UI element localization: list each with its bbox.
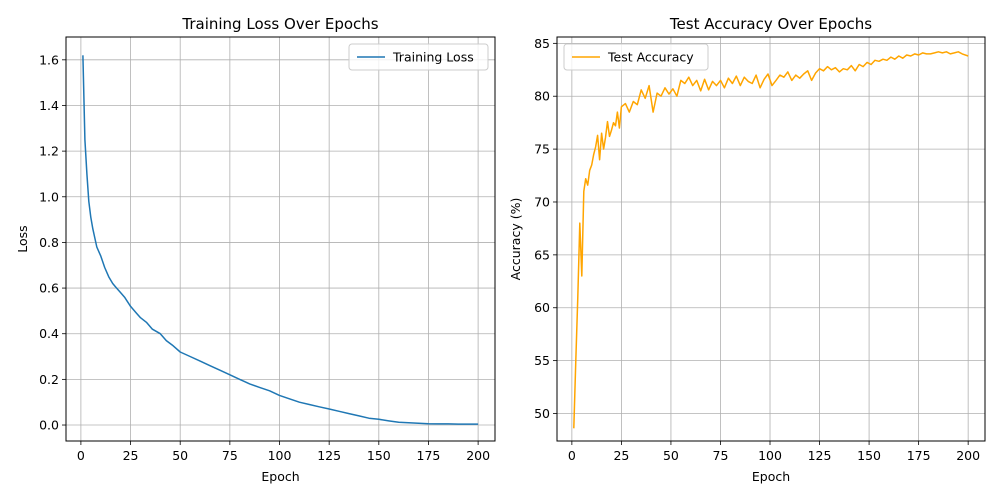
loss-y-tick-label: 1.6: [39, 52, 59, 67]
loss-y-tick-label: 1.0: [39, 189, 59, 204]
loss-y-tick-label: 0.2: [39, 372, 59, 387]
loss-x-tick-label: 100: [268, 448, 292, 463]
loss-x-tick-label: 125: [317, 448, 341, 463]
acc-legend-label: Test Accuracy: [607, 50, 694, 65]
loss-legend-box: [348, 43, 489, 71]
loss-y-tick-label: 1.4: [39, 98, 59, 113]
acc-y-tick-label: 60: [534, 300, 550, 315]
acc-y-tick-label: 75: [534, 142, 550, 157]
acc-x-tick-label: 125: [808, 448, 832, 463]
acc-x-axis-label: Epoch: [752, 469, 790, 484]
loss-y-tick-label: 1.2: [39, 144, 59, 159]
acc-x-tick-label: 50: [663, 448, 679, 463]
acc-y-tick-label: 85: [534, 36, 550, 51]
loss-y-axis-label: Loss: [15, 225, 30, 252]
loss-x-tick-label: 75: [222, 448, 238, 463]
acc-series-line: [573, 51, 969, 429]
acc-y-tick-label: 50: [534, 406, 550, 421]
acc-y-tick-label: 80: [534, 89, 550, 104]
loss-y-tick-label: 0.4: [39, 326, 59, 341]
loss-x-tick-label: 200: [466, 448, 490, 463]
loss-x-tick-label: 150: [367, 448, 391, 463]
acc-x-tick-label: 150: [857, 448, 881, 463]
loss-chart-title: Training Loss Over Epochs: [181, 15, 378, 33]
loss-x-tick-label: 25: [123, 448, 139, 463]
acc-y-tick-label: 55: [534, 353, 550, 368]
loss-y-tick-label: 0.6: [39, 281, 59, 296]
acc-y-axis-label: Accuracy (%): [508, 198, 523, 281]
acc-x-tick-label: 0: [568, 448, 576, 463]
loss-axes-frame: [65, 36, 496, 442]
test-accuracy-chart: 0 25 50 75 100 125 150 175 200 50 55 60 65 70 75 80 85 Te…: [508, 15, 986, 484]
loss-y-tick-label: 0.0: [39, 418, 59, 433]
loss-x-tick-label: 50: [172, 448, 188, 463]
acc-x-tick-label: 75: [713, 448, 729, 463]
acc-x-tick-label: 175: [907, 448, 931, 463]
acc-x-tick-label: 200: [956, 448, 980, 463]
loss-x-tick-label: 175: [417, 448, 441, 463]
acc-legend-box: [563, 43, 709, 71]
acc-y-tick-label: 65: [534, 247, 550, 262]
acc-x-tick-label: 25: [613, 448, 629, 463]
acc-axes-frame: [556, 36, 986, 442]
loss-x-tick-label: 0: [77, 448, 85, 463]
training-loss-chart: 0 25 50 75 100 125 150 175 200 0.0 0.2 0.4 0.6 0.8 1.0…: [15, 15, 496, 484]
acc-x-tick-label: 100: [758, 448, 782, 463]
loss-legend-label: Training Loss: [392, 50, 474, 65]
loss-series-line: [82, 55, 479, 425]
loss-y-tick-label: 0.8: [39, 235, 59, 250]
acc-y-tick-label: 70: [534, 194, 550, 209]
loss-x-axis-label: Epoch: [261, 469, 299, 484]
acc-chart-title: Test Accuracy Over Epochs: [669, 15, 872, 33]
